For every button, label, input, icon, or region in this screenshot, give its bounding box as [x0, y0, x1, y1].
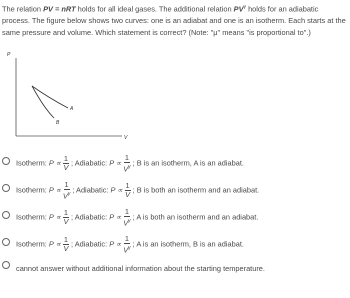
- text-run: PV: [233, 4, 244, 14]
- relation: P ∝: [110, 185, 123, 195]
- denominator: Vγ: [62, 190, 71, 201]
- option[interactable]: Isotherm: P ∝ 1 Vγ; Adiabatic: P ∝ 1 V; B is…: [2, 177, 348, 204]
- adiabat-label: ; Adiabatic:: [71, 158, 108, 168]
- curve-a: [31, 85, 69, 109]
- denominator: Vγ: [123, 244, 131, 255]
- radio-button[interactable]: [2, 261, 10, 269]
- adiabat-label: ; Adiabatic:: [71, 212, 108, 222]
- question-text: The relation PV = nRT holds for all idea…: [2, 1, 346, 39]
- numerator: 1: [62, 235, 69, 245]
- fraction: 1 Vγ: [123, 152, 131, 174]
- numerator: 1: [63, 179, 70, 190]
- conclusion: ; B is an isotherm, A is an adiabat.: [132, 158, 244, 168]
- option[interactable]: Isotherm: P ∝ 1 V; Adiabatic: P ∝ 1 Vγ; A is…: [2, 204, 348, 231]
- radio-button[interactable]: [2, 237, 10, 246]
- relation: P ∝: [109, 212, 122, 222]
- exponent: γ: [128, 163, 131, 170]
- option-text: cannot answer without additional informa…: [16, 264, 265, 273]
- numerator: 1: [123, 233, 130, 244]
- isotherm-label: Isotherm:: [16, 239, 47, 249]
- numerator: 1: [123, 152, 130, 163]
- option[interactable]: Isotherm: P ∝ 1 V; Adiabatic: P ∝ 1 Vγ; A is…: [2, 231, 348, 258]
- adiabat-label: ; Adiabatic:: [71, 239, 108, 249]
- option-label: cannot answer without additional informa…: [16, 263, 265, 273]
- option[interactable]: cannot answer without additional informa…: [2, 258, 348, 278]
- conclusion: ; A is both an isotherm and an adiabat.: [132, 212, 259, 222]
- option-text: Isotherm: P ∝ 1 V; Adiabatic: P ∝ 1 Vγ; A is…: [16, 206, 259, 228]
- relation: P ∝: [48, 239, 61, 249]
- relation: P ∝: [48, 158, 61, 168]
- relation: P ∝: [48, 185, 61, 195]
- isotherm-label: Isotherm:: [16, 158, 47, 168]
- numerator: 1: [124, 181, 131, 191]
- option[interactable]: Isotherm: P ∝ 1 V; Adiabatic: P ∝ 1 Vγ; B is…: [2, 150, 348, 177]
- text-run: PV = nRT: [43, 4, 76, 14]
- adiabat-label: ; Adiabatic:: [72, 185, 109, 195]
- figure: P V A B: [7, 52, 128, 141]
- options: Isotherm: P ∝ 1 V; Adiabatic: P ∝ 1 Vγ; B is…: [2, 150, 348, 278]
- denominator: V: [125, 190, 131, 199]
- curve-b-label: B: [56, 120, 60, 126]
- radio-button[interactable]: [2, 183, 10, 192]
- isotherm-label: Isotherm:: [16, 212, 47, 222]
- denominator: V: [63, 163, 69, 172]
- fraction: 1 Vγ: [123, 233, 131, 255]
- conclusion: ; A is an isotherm, B is an adiabat.: [132, 239, 244, 249]
- denominator: V: [63, 217, 69, 226]
- exponent: γ: [67, 190, 71, 197]
- radio-button[interactable]: [2, 210, 10, 219]
- numerator: 1: [62, 208, 69, 218]
- text-run: holds for an adiabatic process. The figu…: [2, 4, 346, 38]
- denominator: Vγ: [123, 163, 131, 174]
- radio-button[interactable]: [2, 156, 10, 165]
- exponent: γ: [128, 217, 131, 224]
- text-run: γ: [243, 4, 247, 10]
- option-text: Isotherm: P ∝ 1 V; Adiabatic: P ∝ 1 Vγ; A is…: [16, 233, 244, 255]
- relation: P ∝: [109, 239, 122, 249]
- text-run: holds for all ideal gases. The additiona…: [75, 4, 234, 14]
- text-run: The relation: [2, 4, 44, 14]
- x-axis-label: V: [124, 135, 128, 141]
- relation: P ∝: [48, 212, 61, 222]
- fraction: 1 Vγ: [123, 206, 131, 228]
- option-text: Isotherm: P ∝ 1 V; Adiabatic: P ∝ 1 Vγ; B is…: [16, 152, 244, 174]
- curve-b: [31, 85, 55, 119]
- y-axis-label: P: [7, 52, 11, 58]
- curve-a-label: A: [69, 106, 74, 112]
- exponent: γ: [128, 244, 131, 251]
- numerator: 1: [62, 154, 69, 164]
- relation: P ∝: [109, 158, 122, 168]
- denominator: Vγ: [123, 217, 131, 228]
- numerator: 1: [123, 206, 130, 217]
- isotherm-label: Isotherm:: [16, 185, 47, 195]
- option-text: Isotherm: P ∝ 1 Vγ; Adiabatic: P ∝ 1 V; B is…: [16, 179, 260, 201]
- fraction: 1 Vγ: [62, 179, 71, 201]
- denominator: V: [63, 244, 69, 253]
- conclusion: ; B is both an isotherm and an adiabat.: [132, 185, 260, 195]
